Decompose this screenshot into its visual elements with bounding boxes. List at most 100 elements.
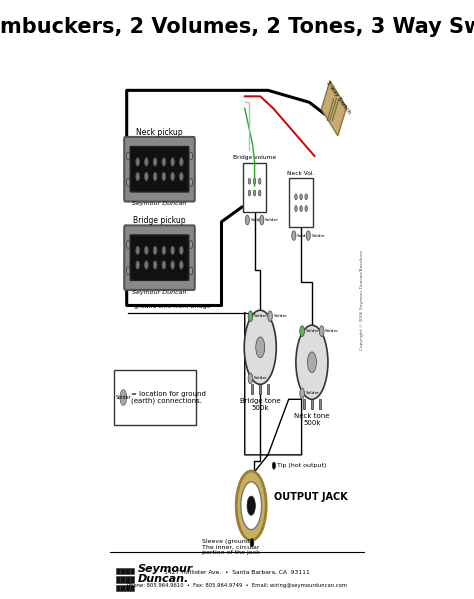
Text: Neck pickup: Neck pickup: [136, 128, 183, 137]
Circle shape: [248, 179, 251, 184]
Text: Seymour
Duncan.: Seymour Duncan.: [137, 564, 193, 585]
Circle shape: [189, 267, 192, 275]
Circle shape: [154, 246, 157, 255]
Text: OUTPUT JACK: OUTPUT JACK: [274, 492, 348, 502]
Circle shape: [171, 158, 174, 166]
FancyBboxPatch shape: [130, 235, 189, 280]
Circle shape: [180, 246, 183, 255]
Circle shape: [145, 173, 148, 181]
Text: Solder: Solder: [305, 391, 319, 395]
Bar: [120, 576, 125, 583]
Circle shape: [244, 310, 276, 385]
Circle shape: [136, 261, 139, 269]
Bar: [303, 400, 305, 409]
Circle shape: [180, 158, 183, 166]
Bar: [267, 385, 269, 394]
Circle shape: [268, 311, 273, 322]
Circle shape: [136, 246, 139, 255]
Circle shape: [145, 261, 148, 269]
Text: Neck Vol.: Neck Vol.: [287, 171, 315, 176]
Circle shape: [300, 205, 302, 211]
Circle shape: [260, 215, 264, 225]
Circle shape: [295, 194, 297, 199]
Circle shape: [306, 231, 310, 240]
Text: 2 Humbuckers, 2 Volumes, 2 Tones, 3 Way Switch: 2 Humbuckers, 2 Volumes, 2 Tones, 3 Way …: [0, 17, 474, 37]
Text: Solder: Solder: [297, 234, 311, 238]
FancyBboxPatch shape: [130, 147, 189, 192]
Circle shape: [241, 482, 262, 530]
Circle shape: [145, 158, 148, 166]
Circle shape: [189, 179, 192, 186]
Text: 3-way Switch: 3-way Switch: [325, 80, 352, 115]
Bar: [259, 385, 261, 394]
Circle shape: [295, 205, 297, 211]
Circle shape: [154, 173, 157, 181]
Circle shape: [273, 462, 275, 469]
Text: Solder: Solder: [254, 376, 268, 380]
Bar: [130, 568, 135, 574]
Text: Seymour Duncan: Seymour Duncan: [132, 201, 187, 207]
Circle shape: [127, 267, 130, 275]
Circle shape: [162, 246, 165, 255]
Circle shape: [145, 246, 148, 255]
Bar: [130, 585, 135, 591]
Circle shape: [136, 158, 139, 166]
Bar: [116, 568, 120, 574]
Circle shape: [300, 326, 304, 337]
Text: ground wire from bridge: ground wire from bridge: [134, 304, 210, 309]
Circle shape: [258, 190, 261, 196]
Text: Solder: Solder: [325, 329, 339, 333]
Circle shape: [305, 194, 308, 199]
Circle shape: [154, 261, 157, 269]
Circle shape: [236, 471, 266, 540]
Bar: [243, 163, 266, 211]
Circle shape: [253, 190, 256, 196]
Circle shape: [300, 388, 304, 399]
Circle shape: [300, 194, 302, 199]
Circle shape: [248, 311, 253, 322]
Bar: [120, 585, 125, 591]
Circle shape: [292, 231, 296, 240]
Circle shape: [250, 539, 254, 547]
Circle shape: [248, 190, 251, 196]
Circle shape: [171, 246, 174, 255]
Circle shape: [258, 179, 261, 184]
Bar: [116, 585, 120, 591]
Circle shape: [120, 390, 127, 406]
Circle shape: [180, 173, 183, 181]
Bar: [126, 568, 129, 574]
Circle shape: [162, 158, 165, 166]
Circle shape: [136, 173, 139, 181]
Circle shape: [162, 261, 165, 269]
Circle shape: [127, 152, 130, 160]
Circle shape: [248, 373, 253, 384]
Bar: [116, 576, 120, 583]
Circle shape: [305, 205, 308, 211]
Text: Solder: Solder: [254, 314, 268, 318]
Circle shape: [189, 152, 192, 160]
Polygon shape: [321, 81, 346, 136]
Text: Tip (hot output): Tip (hot output): [276, 463, 326, 468]
Circle shape: [127, 179, 130, 186]
Text: Bridge volume: Bridge volume: [233, 155, 276, 161]
Bar: [126, 576, 129, 583]
Circle shape: [171, 173, 174, 181]
Bar: [126, 585, 129, 591]
Text: Solder: Solder: [250, 218, 264, 222]
Circle shape: [256, 337, 265, 358]
Text: Solder: Solder: [265, 218, 279, 222]
Text: Copyright © 2006 Seymour Duncan/Basslines: Copyright © 2006 Seymour Duncan/Bassline…: [360, 250, 365, 349]
Circle shape: [253, 179, 256, 184]
Text: Bridge pickup: Bridge pickup: [133, 216, 186, 225]
Text: Sleeve (ground).
The inner, circular
portion of the jack: Sleeve (ground). The inner, circular por…: [202, 539, 260, 555]
Circle shape: [162, 173, 165, 181]
Circle shape: [154, 158, 157, 166]
Text: = location for ground
(earth) connections.: = location for ground (earth) connection…: [130, 391, 205, 404]
Text: Solder: Solder: [273, 314, 287, 318]
Bar: [290, 178, 313, 227]
FancyBboxPatch shape: [114, 370, 196, 425]
Circle shape: [296, 325, 328, 400]
Text: Neck tone
500k: Neck tone 500k: [294, 413, 330, 426]
Text: Seymour Duncan: Seymour Duncan: [132, 290, 187, 295]
Bar: [251, 385, 254, 394]
